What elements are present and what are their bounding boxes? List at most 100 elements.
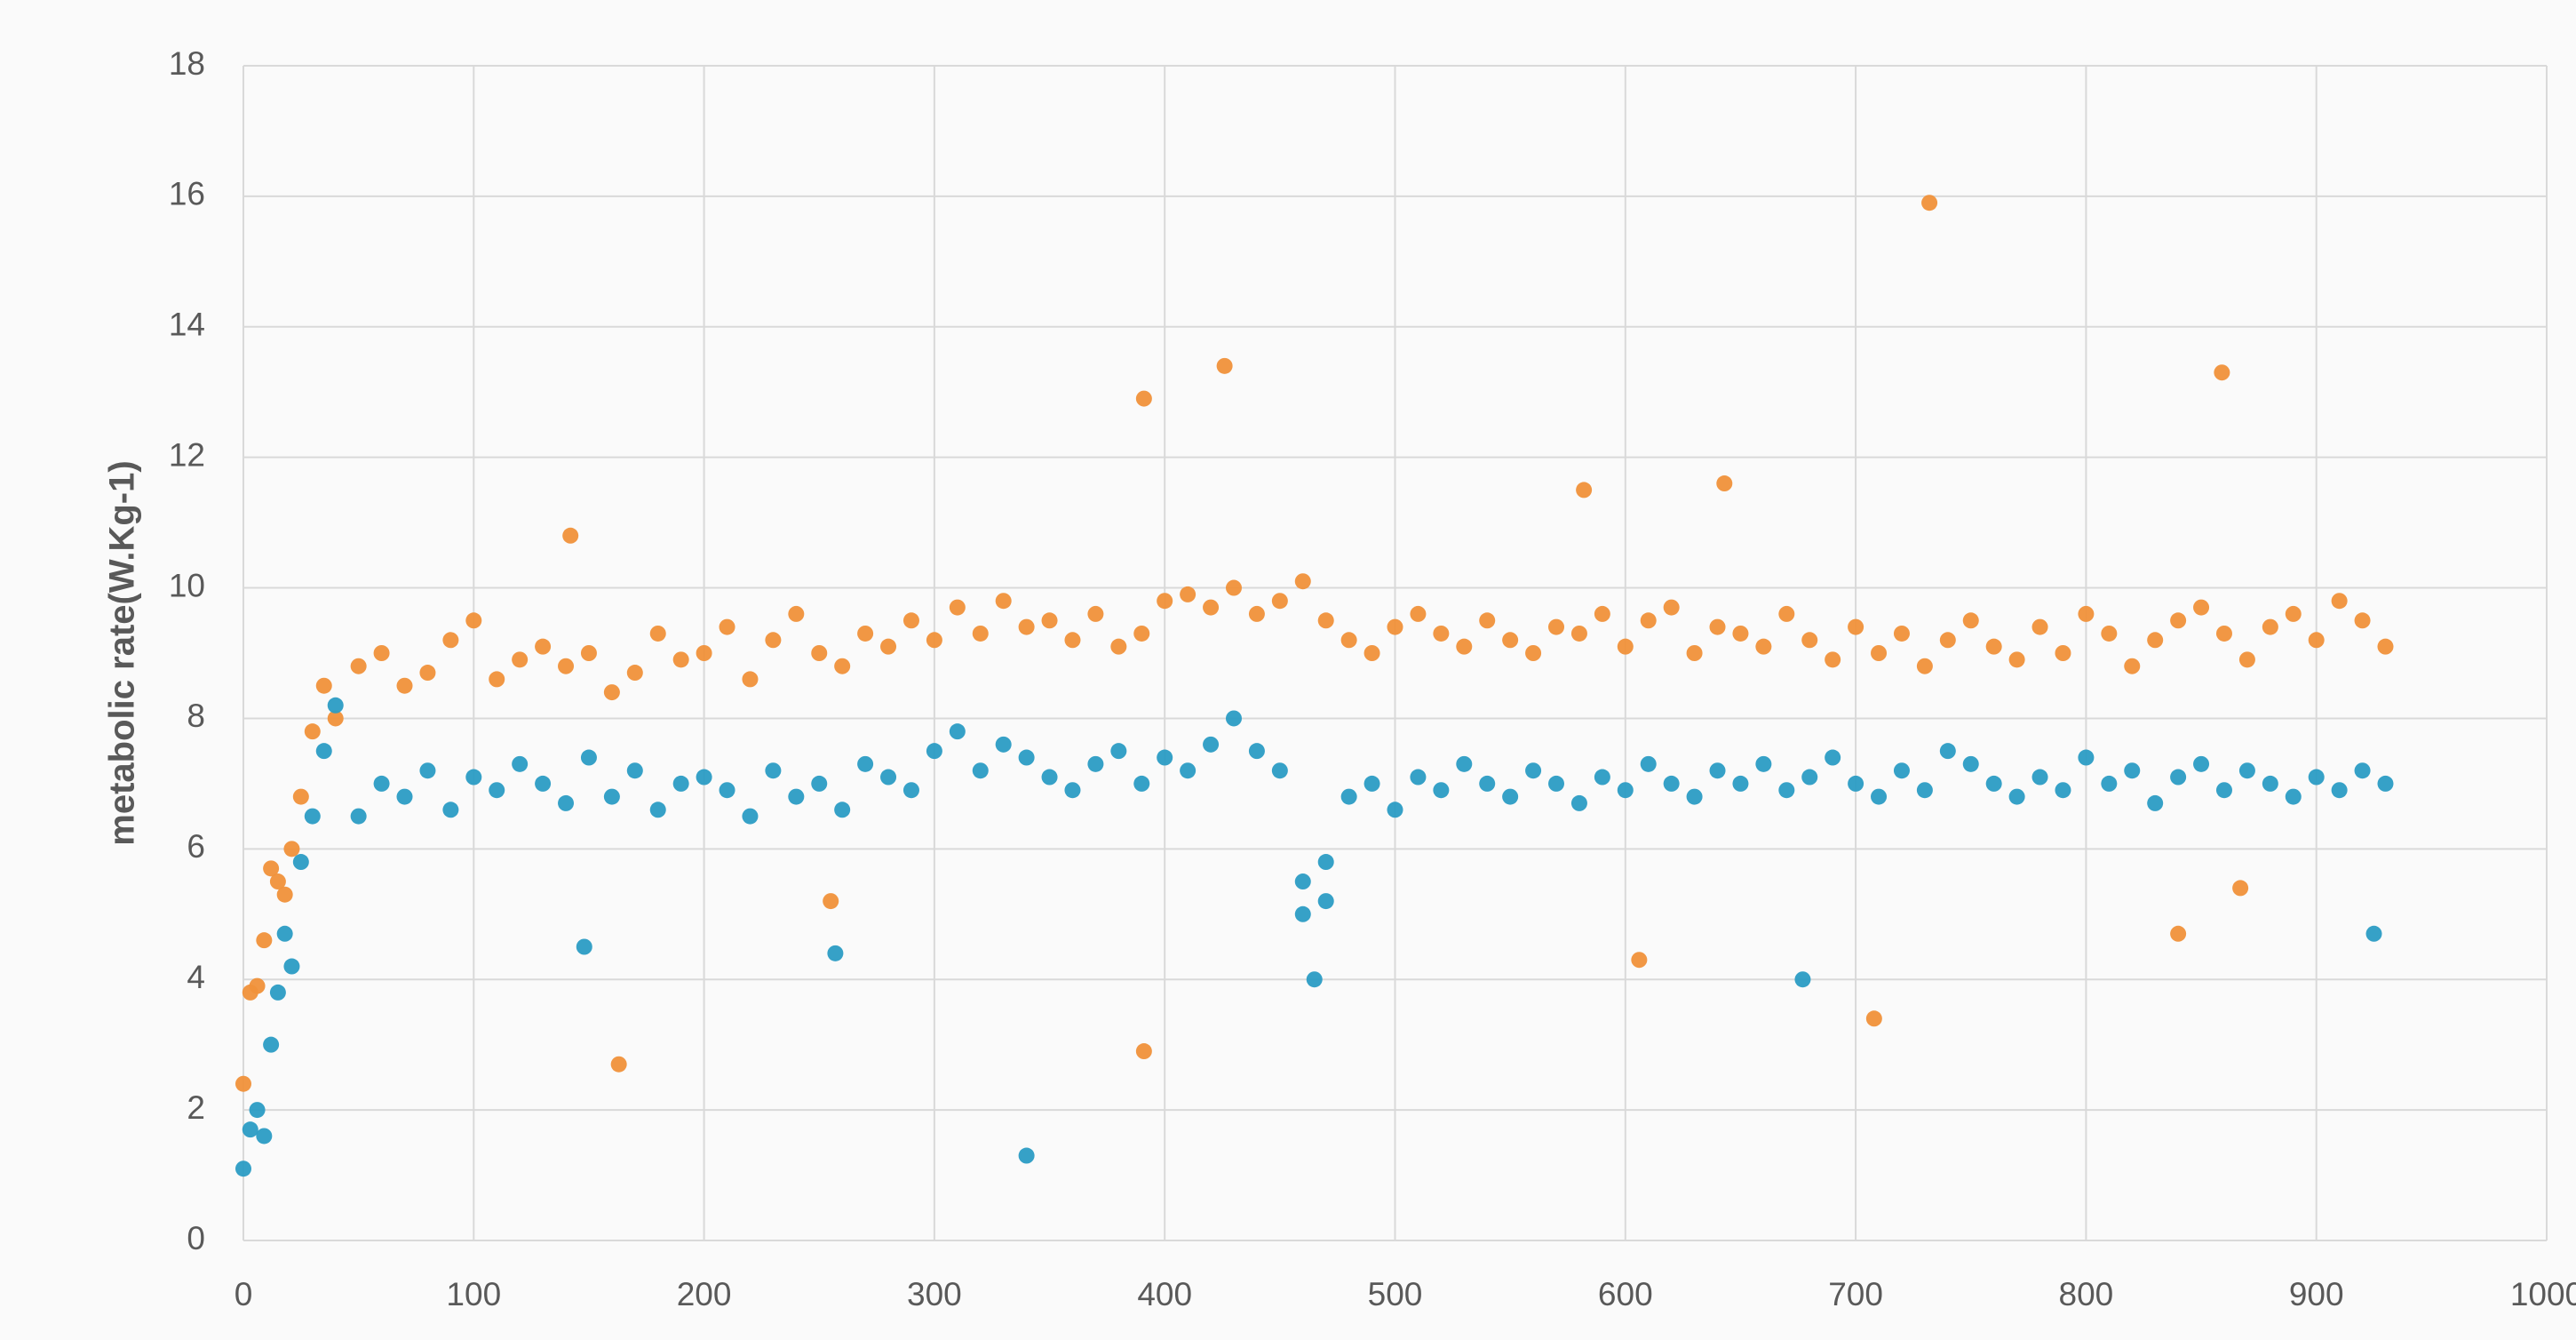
point — [1087, 755, 1104, 772]
point — [2354, 612, 2371, 629]
point — [1916, 782, 1933, 799]
point — [1018, 1147, 1035, 1164]
point — [489, 782, 505, 799]
point — [2193, 755, 2210, 772]
point — [373, 775, 390, 792]
point — [1157, 749, 1173, 766]
y-tick-label: 16 — [169, 176, 205, 212]
point — [1180, 586, 1197, 602]
point — [315, 743, 332, 760]
point — [719, 618, 735, 635]
y-tick-label: 0 — [187, 1220, 205, 1256]
point — [1340, 788, 1357, 805]
point — [719, 782, 735, 799]
point — [1939, 743, 1956, 760]
point — [465, 769, 482, 786]
point — [827, 945, 844, 961]
point — [610, 1056, 627, 1073]
point — [1271, 762, 1288, 779]
point — [1294, 573, 1311, 590]
point — [1410, 769, 1427, 786]
point — [580, 749, 597, 766]
point — [1778, 782, 1795, 799]
point — [1865, 1010, 1882, 1027]
point — [2101, 625, 2118, 642]
y-tick-label: 4 — [187, 959, 205, 995]
point — [811, 775, 828, 792]
point — [2377, 638, 2394, 655]
point — [315, 677, 332, 694]
point — [576, 938, 592, 955]
point — [489, 671, 505, 688]
point — [1203, 736, 1220, 753]
point — [1825, 749, 1841, 766]
point — [235, 1161, 251, 1177]
point — [1064, 632, 1081, 649]
point — [2238, 762, 2255, 779]
point — [834, 802, 851, 818]
point — [350, 658, 367, 674]
point — [1617, 782, 1634, 799]
point — [1631, 952, 1648, 969]
point — [834, 658, 851, 674]
point — [304, 808, 321, 825]
x-tick-label: 600 — [1598, 1276, 1653, 1312]
point — [535, 775, 552, 792]
point — [765, 762, 782, 779]
point — [1387, 802, 1403, 818]
point — [2193, 599, 2210, 616]
point — [2055, 782, 2071, 799]
point — [1317, 854, 1334, 871]
point — [1110, 743, 1127, 760]
point — [276, 886, 293, 903]
point — [1135, 1043, 1152, 1060]
point — [1306, 971, 1323, 988]
point — [788, 605, 805, 622]
point — [1456, 638, 1473, 655]
point — [562, 527, 579, 544]
point — [235, 1075, 251, 1092]
point — [1456, 755, 1473, 772]
point — [1640, 755, 1657, 772]
y-tick-label: 6 — [187, 828, 205, 865]
point — [1133, 625, 1150, 642]
point — [2078, 749, 2095, 766]
point — [1410, 605, 1427, 622]
point — [1525, 762, 1542, 779]
x-tick-label: 100 — [446, 1276, 501, 1312]
point — [1225, 710, 1242, 727]
point — [1248, 743, 1265, 760]
point — [2031, 618, 2048, 635]
point — [1709, 618, 1726, 635]
point — [276, 925, 293, 942]
x-tick-label: 800 — [2059, 1276, 2114, 1312]
point — [788, 788, 805, 805]
y-tick-label: 12 — [169, 436, 205, 473]
x-tick-label: 900 — [2289, 1276, 2344, 1312]
x-tick-label: 500 — [1368, 1276, 1423, 1312]
point — [949, 723, 966, 740]
point — [1216, 357, 1233, 374]
point — [1640, 612, 1657, 629]
point — [2124, 658, 2141, 674]
point — [2331, 593, 2348, 610]
point — [1686, 645, 1703, 661]
point — [269, 873, 286, 890]
point — [512, 755, 529, 772]
point — [1018, 618, 1035, 635]
point — [465, 612, 482, 629]
point — [1157, 593, 1173, 610]
point — [742, 808, 759, 825]
point — [269, 984, 286, 1001]
point — [742, 671, 759, 688]
point — [626, 665, 643, 682]
point — [249, 977, 266, 994]
point — [1317, 612, 1334, 629]
point — [2262, 618, 2278, 635]
point — [1087, 605, 1104, 622]
point — [283, 958, 300, 975]
point — [1755, 638, 1772, 655]
